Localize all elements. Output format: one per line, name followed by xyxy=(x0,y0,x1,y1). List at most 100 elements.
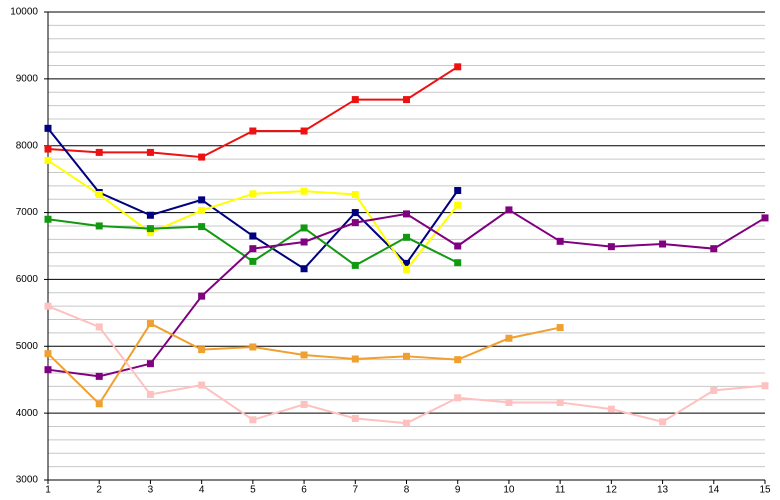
point-marker xyxy=(454,242,462,250)
point-marker xyxy=(95,148,103,156)
y-tick-label: 8000 xyxy=(16,140,39,151)
point-marker xyxy=(44,145,52,153)
point-marker xyxy=(403,259,410,267)
point-marker xyxy=(198,381,206,389)
point-marker xyxy=(300,265,308,273)
point-marker xyxy=(403,352,410,360)
point-marker xyxy=(505,334,513,342)
series-line xyxy=(47,65,459,159)
point-marker xyxy=(351,261,359,269)
y-tick-label: 7000 xyxy=(16,207,39,218)
y-tick-label: 3000 xyxy=(16,475,39,486)
point-marker xyxy=(44,350,52,358)
point-marker xyxy=(300,127,308,135)
point-marker xyxy=(44,124,52,132)
point-marker xyxy=(761,382,769,390)
point-marker xyxy=(351,414,359,422)
x-tick-label: 2 xyxy=(96,485,102,496)
point-marker xyxy=(351,219,359,227)
x-tick-label: 9 xyxy=(455,485,461,496)
point-marker xyxy=(198,207,206,215)
point-marker xyxy=(300,187,308,195)
point-marker xyxy=(44,215,52,223)
y-tick-label: 6000 xyxy=(16,274,39,285)
point-marker xyxy=(146,360,154,368)
x-tick-label: 13 xyxy=(657,485,669,496)
point-marker xyxy=(249,127,257,135)
point-marker xyxy=(403,210,410,218)
x-tick-label: 8 xyxy=(404,485,410,496)
point-marker xyxy=(44,156,52,164)
x-tick-label: 3 xyxy=(148,485,154,496)
point-marker xyxy=(556,398,564,406)
point-marker xyxy=(44,302,52,310)
point-marker xyxy=(454,201,462,209)
point-marker xyxy=(403,233,410,241)
y-tick-label: 10000 xyxy=(10,7,38,18)
point-marker xyxy=(403,96,410,104)
point-marker xyxy=(710,245,718,253)
point-marker xyxy=(198,153,206,161)
y-tick-label: 9000 xyxy=(16,73,39,84)
point-marker xyxy=(249,257,257,265)
point-marker xyxy=(198,346,206,354)
point-marker xyxy=(454,394,462,402)
point-marker xyxy=(607,243,615,251)
point-marker xyxy=(198,223,206,231)
point-marker xyxy=(454,356,462,364)
x-tick-label: 5 xyxy=(250,485,256,496)
point-marker xyxy=(300,400,308,408)
series-line xyxy=(47,305,766,425)
point-marker xyxy=(146,229,154,237)
point-marker xyxy=(556,324,564,332)
point-marker xyxy=(351,209,359,217)
x-tick-label: 6 xyxy=(301,485,307,496)
point-marker xyxy=(659,418,667,426)
point-marker xyxy=(454,187,462,195)
point-marker xyxy=(351,191,359,199)
point-marker xyxy=(146,320,154,328)
point-marker xyxy=(95,400,103,408)
x-tick-label: 4 xyxy=(199,485,205,496)
point-marker xyxy=(95,191,103,199)
point-marker xyxy=(761,214,769,222)
point-marker xyxy=(146,148,154,156)
point-marker xyxy=(249,232,257,240)
x-tick-label: 10 xyxy=(503,485,515,496)
point-marker xyxy=(351,355,359,363)
point-marker xyxy=(454,63,462,71)
point-marker xyxy=(249,245,257,253)
point-marker xyxy=(249,190,257,198)
y-tick-label: 5000 xyxy=(16,341,39,352)
point-marker xyxy=(249,416,257,424)
point-marker xyxy=(607,405,615,413)
point-marker xyxy=(505,206,513,214)
point-marker xyxy=(300,224,308,232)
point-marker xyxy=(198,292,206,300)
x-tick-label: 14 xyxy=(708,485,720,496)
point-marker xyxy=(351,96,359,104)
point-marker xyxy=(146,225,154,233)
point-marker xyxy=(403,419,410,427)
x-tick-label: 7 xyxy=(353,485,359,496)
point-marker xyxy=(300,351,308,359)
series-line xyxy=(47,322,561,406)
point-marker xyxy=(454,259,462,267)
x-tick-label: 15 xyxy=(759,485,771,496)
point-marker xyxy=(249,343,257,351)
x-tick-label: 11 xyxy=(555,485,566,496)
point-marker xyxy=(198,196,206,204)
y-tick-label: 4000 xyxy=(16,408,39,419)
point-marker xyxy=(44,366,52,374)
point-marker xyxy=(95,372,103,380)
point-marker xyxy=(146,390,154,398)
x-tick-label: 1 xyxy=(45,485,51,496)
point-marker xyxy=(710,386,718,394)
point-marker xyxy=(505,398,513,406)
point-marker xyxy=(95,222,103,230)
x-tick-label: 12 xyxy=(606,485,618,496)
point-marker xyxy=(659,240,667,248)
point-marker xyxy=(95,323,103,331)
point-marker xyxy=(556,237,564,245)
